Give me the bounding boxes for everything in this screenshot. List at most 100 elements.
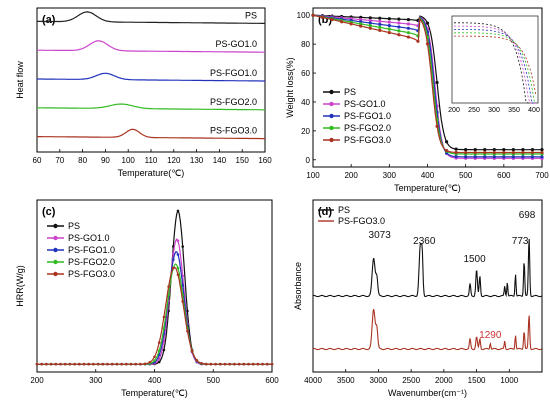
series-a-label: PS-FGO1.0 [210,68,257,78]
series-b-marker [406,22,411,26]
panel-d-xtick-label: 4000 [304,376,322,385]
panel-d-xtick-label: 1000 [500,376,518,385]
panel-a-xtick-label: 80 [78,156,87,165]
series-c-marker [209,362,213,366]
series-b-marker [425,42,430,46]
inset-b-line [454,22,536,104]
series-b-marker [521,148,525,152]
series-c-marker [261,362,264,366]
panel-d-xtick-label: 3000 [370,376,388,385]
series-b-marker [511,155,515,159]
series-b-marker [387,30,391,35]
series-c-marker [266,362,269,366]
series-c-marker [40,362,43,366]
series-b-marker [464,148,468,152]
panel-d-xtick-label: 1500 [468,376,486,385]
series-b-marker [340,20,344,24]
legend-c-label: PS-GO1.0 [68,233,110,243]
series-c-marker [176,253,180,256]
series-c-marker [148,360,152,364]
inset-b-tick-label: 400 [528,107,540,114]
series-c-marker [110,362,114,366]
series-c-marker [82,362,86,366]
series-c-marker [176,266,180,270]
series-b-marker [378,19,382,23]
series-c-marker [134,362,137,366]
panel-b-ytick-label: 40 [301,98,310,107]
series-b-marker [378,28,382,33]
annotation-d-label: 1290 [479,330,502,341]
series-b-marker [397,21,401,25]
annotation-d-label: 1500 [463,254,486,265]
series-c-marker [172,258,175,261]
series-c-marker [78,362,81,366]
series-c-marker [200,362,203,365]
series-c-marker [162,315,166,319]
series-c-marker [181,245,184,248]
series-c-marker [157,349,161,352]
series-b-marker [349,22,353,26]
series-c-marker [256,362,260,366]
series-d-line [312,238,542,298]
panel-b-ytick-label: 100 [297,11,311,20]
series-b-marker [464,155,468,159]
series-b-marker [454,150,458,155]
legend-c-label: PS-FGO2.0 [68,257,115,267]
series-b-marker [378,16,382,20]
legend-c-marker [53,259,58,265]
inset-b-tick-label: 300 [488,107,500,114]
panel-a-xtick-label: 140 [213,156,227,165]
series-b-marker [492,155,496,159]
annotation-d-label: 773 [512,236,529,247]
series-c-marker [186,329,189,333]
series-b-marker [406,35,411,39]
series-b-marker [406,17,411,22]
series-b-marker [540,148,544,152]
panel-b-ytick-label: 0 [306,156,311,165]
panel-a-xtick-label: 160 [258,156,272,165]
panel-c-xtick-label: 500 [207,376,221,385]
series-c-marker [96,362,100,366]
inset-b-tick-label: 350 [508,107,520,114]
series-b-marker [397,25,401,29]
series-c-marker [68,362,72,366]
series-a-line [37,72,265,82]
series-c-marker [35,362,39,366]
legend-b-marker [329,113,334,119]
series-c-marker [270,362,274,366]
series-b-marker [454,155,458,159]
series-c-marker [195,358,199,362]
legend-c-label: PS [68,221,80,231]
panel-d-label: (d) [318,206,332,218]
series-c-marker [233,362,236,366]
panel-b-xtick-label: 200 [344,171,358,180]
series-b-marker [492,150,496,155]
series-a-label: PS-FGO3.0 [210,126,257,136]
panel-b-xlabel: Temperature(℃) [394,183,461,193]
series-b-marker [521,155,525,159]
series-c-marker [157,360,161,364]
series-b-marker [530,150,535,155]
series-c-marker [115,362,119,366]
legend-b-label: PS-GO1.0 [344,99,386,109]
panel-a-xlabel: Temperature(℃) [118,168,185,178]
panel-a-xtick-label: 150 [236,156,250,165]
legend-c-marker [53,235,58,241]
series-a-line [37,128,265,140]
series-b-marker [473,148,477,152]
series-b-marker [368,24,372,28]
series-b-marker [521,150,525,155]
series-c-marker [153,355,156,359]
panel-a-label: (a) [42,14,56,26]
panel-a-ylabel: Heat flow [15,61,25,99]
series-c-marker [157,357,161,360]
panel-a-xtick-label: 60 [33,156,42,165]
panel-d-xtick-label: 3500 [337,376,355,385]
series-b-marker [473,150,477,155]
series-b-marker [378,25,382,29]
series-c-marker [153,359,156,362]
inset-b-line [454,25,536,104]
series-b-marker [425,21,430,25]
series-b-marker [368,21,372,25]
panel-d-ylabel: Absorbance [293,262,303,310]
